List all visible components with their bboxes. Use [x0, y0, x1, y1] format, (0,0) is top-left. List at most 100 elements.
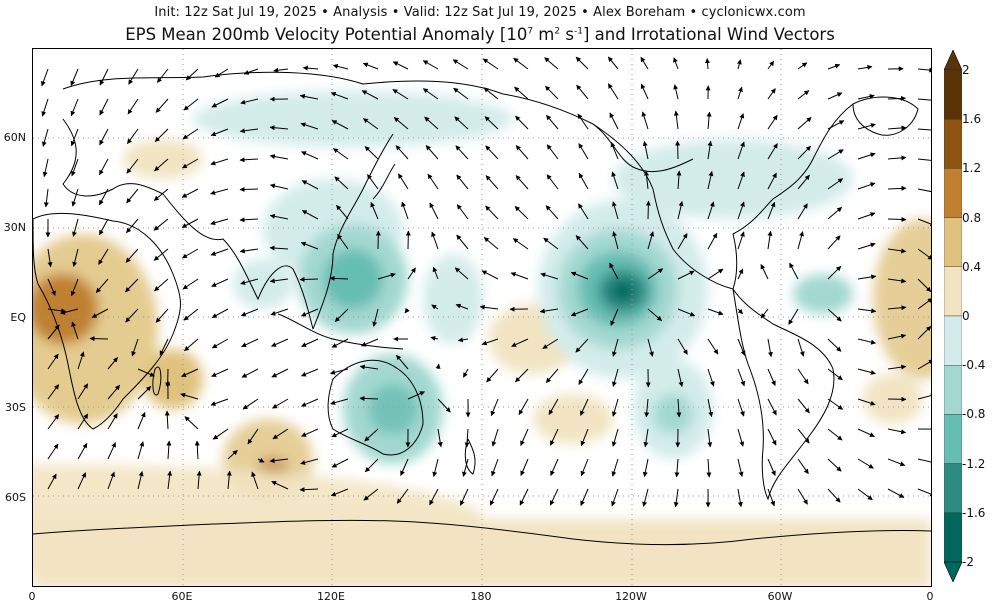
- wind-vector-arrow: [737, 428, 745, 447]
- wind-vector-arrow: [707, 140, 713, 160]
- wind-vector-arrow: [510, 272, 529, 280]
- wind-vector-arrow: [43, 188, 49, 208]
- wind-vector-arrow: [483, 87, 499, 100]
- wind-vector-arrow: [431, 231, 439, 250]
- wind-vector-arrow: [107, 357, 118, 370]
- wind-vectors: [41, 56, 931, 508]
- wind-vector-arrow: [677, 201, 684, 220]
- wind-vector-arrow: [240, 278, 259, 286]
- wind-vector-arrow: [644, 398, 650, 418]
- wind-vector-arrow: [512, 238, 529, 250]
- wind-vector-arrow: [737, 488, 743, 508]
- wind-vector-arrow: [610, 141, 619, 160]
- wind-vector-arrow: [457, 337, 469, 343]
- wind-vector-arrow: [543, 237, 559, 250]
- wind-vector-arrow: [453, 87, 469, 100]
- wind-vector-arrow: [515, 115, 529, 130]
- wind-vector-arrow: [330, 398, 349, 406]
- wind-vector-arrow: [887, 364, 907, 370]
- wind-vector-arrow: [917, 97, 931, 103]
- wind-vector-arrow: [797, 203, 808, 220]
- wind-vector-arrow: [210, 248, 229, 256]
- wind-vector-arrow: [125, 278, 139, 293]
- colorbar-segment: [944, 217, 962, 268]
- wind-vector-arrow: [887, 458, 906, 467]
- wind-vector-arrow: [302, 65, 319, 71]
- wind-vector-arrow: [181, 368, 199, 377]
- wind-vector-arrow: [767, 60, 775, 70]
- wind-vector-arrow: [737, 458, 744, 477]
- wind-vector-arrow: [239, 186, 259, 192]
- lat-label: EQ: [10, 311, 26, 324]
- wind-vector-arrow: [422, 88, 439, 100]
- wind-vector-arrow: [301, 398, 319, 407]
- wind-vector-arrow: [42, 158, 49, 178]
- wind-vector-arrow: [607, 83, 619, 100]
- wind-vector-arrow: [211, 338, 229, 349]
- wind-vector-arrow: [644, 170, 649, 190]
- wind-vector-arrow: [485, 175, 499, 190]
- wind-vector-arrow: [481, 270, 499, 280]
- lat-label: 30N: [3, 221, 26, 234]
- wind-vector-arrow: [243, 68, 259, 75]
- wind-vector-arrow: [71, 158, 79, 177]
- wind-vector-arrow: [677, 308, 696, 317]
- wind-vector-arrow: [917, 326, 931, 340]
- wind-vector-arrow: [360, 338, 379, 347]
- wind-vector-arrow: [125, 248, 139, 263]
- wind-vector-arrow: [137, 471, 144, 490]
- wind-vector-arrow: [797, 428, 810, 444]
- wind-vector-arrow: [857, 458, 874, 469]
- wind-vector-arrow: [107, 471, 115, 490]
- wind-vector-arrow: [212, 428, 229, 440]
- wind-vector-arrow: [917, 359, 931, 370]
- wind-vector-arrow: [211, 278, 229, 287]
- wind-vector-arrow: [797, 145, 811, 160]
- wind-vector-arrow: [580, 458, 589, 477]
- wind-vector-arrow: [612, 231, 619, 250]
- wind-vector-arrow: [270, 308, 289, 316]
- wind-vector-arrow: [392, 61, 409, 70]
- wind-vector-arrow: [707, 201, 715, 220]
- title-superscript: 2: [554, 26, 561, 37]
- wind-vector-arrow: [767, 458, 776, 476]
- wind-vector-arrow: [481, 338, 499, 346]
- wind-vector-arrow: [242, 398, 259, 410]
- wind-vector-arrow: [485, 145, 499, 160]
- wind-vector-arrow: [240, 308, 259, 317]
- wind-vector-arrow: [546, 174, 559, 190]
- wind-vector-arrow: [611, 488, 619, 507]
- wind-vector-arrow: [47, 414, 60, 430]
- wind-vector-arrow: [737, 86, 743, 100]
- colorbar-tick-label: 0: [962, 309, 970, 323]
- wind-vector-arrow: [41, 68, 49, 87]
- wind-vector-arrow: [98, 218, 109, 236]
- wind-vector-arrow: [482, 58, 499, 70]
- wind-vector-arrow: [857, 398, 876, 406]
- colorbar-tick-label: -0.8: [962, 407, 986, 422]
- wind-vector-arrow: [491, 428, 499, 447]
- wind-vector-arrow: [514, 206, 529, 220]
- wind-vector-arrow: [422, 60, 439, 70]
- wind-vector-arrow: [857, 212, 876, 220]
- wind-vector-arrow: [857, 94, 875, 100]
- wind-vector-arrow: [126, 218, 139, 234]
- wind-vector-arrow: [677, 368, 684, 388]
- wind-vector-arrow: [299, 276, 319, 282]
- wind-vector-arrow: [578, 172, 589, 190]
- wind-vector-arrow: [887, 185, 907, 191]
- wind-vector-arrow: [154, 278, 169, 292]
- wind-vector-arrow: [917, 248, 931, 260]
- wind-vector-arrow: [271, 368, 289, 378]
- wind-vector-arrow: [154, 128, 169, 142]
- wind-vector-arrow: [575, 338, 589, 353]
- wind-vector-arrow: [707, 232, 718, 250]
- wind-vector-arrow: [797, 90, 810, 100]
- wind-vector-arrow: [272, 398, 289, 409]
- wind-vector-arrow: [515, 368, 529, 383]
- colorbar-tick-label: -2: [962, 555, 974, 569]
- wind-vector-arrow: [184, 338, 199, 352]
- wind-vector-arrow: [127, 98, 139, 115]
- map-panel: [32, 48, 932, 587]
- wind-vector-arrow: [511, 338, 529, 347]
